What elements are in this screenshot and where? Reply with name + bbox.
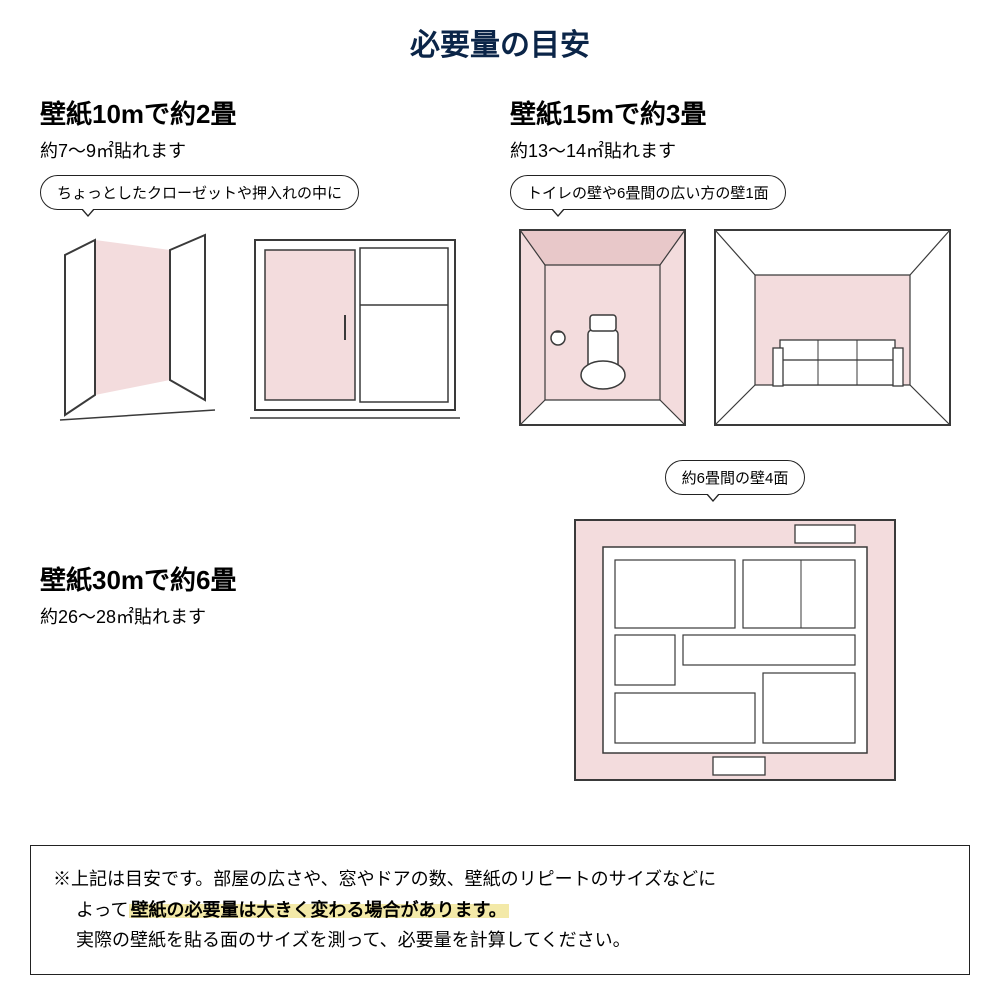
- section-30m-sub: 約26～28㎡貼れます: [40, 603, 480, 629]
- section-15m-illustrations: [510, 220, 960, 430]
- closet-sliding-icon: [240, 220, 470, 430]
- note-line-1: ※上記は目安です。部屋の広さや、窓やドアの数、壁紙のリピートのサイズなどに: [53, 864, 947, 895]
- sections-grid: 壁紙10mで約2畳 約7～9㎡貼れます ちょっとしたクローゼットや押入れの中に: [40, 94, 960, 795]
- section-10m-heading: 壁紙10mで約2畳: [40, 94, 480, 131]
- floorplan-6jo-icon: [565, 505, 905, 795]
- room-single-wall-icon: [705, 220, 960, 430]
- page-title: 必要量の目安: [40, 20, 960, 64]
- section-15m-heading: 壁紙15mで約3畳: [510, 94, 960, 131]
- section-15m-bubble: トイレの壁や6畳間の広い方の壁1面: [510, 175, 786, 210]
- note-line-2: よって壁紙の必要量は大きく変わる場合があります。: [53, 895, 947, 926]
- section-10m-sub: 約7～9㎡貼れます: [40, 137, 480, 163]
- closet-open-icon: [40, 220, 230, 430]
- section-30m: 壁紙30mで約6畳 約26～28㎡貼れます: [40, 450, 480, 795]
- note-line-2-highlight: 壁紙の必要量は大きく変わる場合があります。: [129, 900, 509, 920]
- note-line-2-prefix: よって: [53, 900, 129, 920]
- section-15m-sub: 約13～14㎡貼れます: [510, 137, 960, 163]
- section-10m-illustrations: [40, 220, 480, 430]
- section-15m: 壁紙15mで約3畳 約13～14㎡貼れます トイレの壁や6畳間の広い方の壁1面: [510, 94, 960, 430]
- toilet-room-icon: [510, 220, 695, 430]
- section-30m-right: 約6畳間の壁4面: [510, 450, 960, 795]
- disclaimer-note: ※上記は目安です。部屋の広さや、窓やドアの数、壁紙のリピートのサイズなどに よっ…: [30, 845, 970, 975]
- section-30m-bubble: 約6畳間の壁4面: [665, 460, 806, 495]
- section-10m: 壁紙10mで約2畳 約7～9㎡貼れます ちょっとしたクローゼットや押入れの中に: [40, 94, 480, 430]
- section-10m-bubble: ちょっとしたクローゼットや押入れの中に: [40, 175, 359, 210]
- section-30m-heading: 壁紙30mで約6畳: [40, 560, 480, 597]
- note-line-3: 実際の壁紙を貼る面のサイズを測って、必要量を計算してください。: [53, 925, 947, 956]
